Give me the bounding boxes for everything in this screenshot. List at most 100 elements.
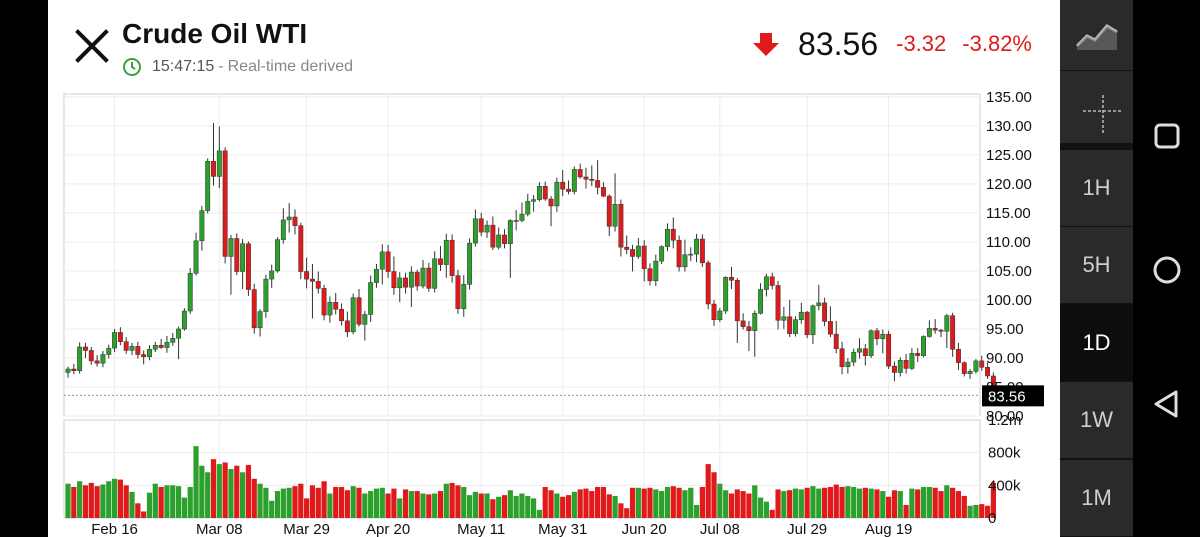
volume-bar	[886, 496, 892, 518]
volume-bar	[228, 469, 234, 518]
candle-body	[536, 185, 542, 200]
candle-body	[589, 179, 595, 181]
volume-bar	[437, 491, 444, 518]
volume-bar	[280, 488, 286, 518]
candle-body	[112, 332, 118, 349]
candle-body	[391, 271, 397, 289]
volume-bar	[595, 486, 601, 518]
volume-bar	[938, 491, 944, 518]
volume-bar	[868, 488, 874, 518]
volume-bar	[501, 495, 508, 518]
candle-body	[548, 198, 554, 207]
volume-bar	[373, 488, 380, 518]
close-button[interactable]	[72, 26, 112, 66]
volume-bar	[466, 495, 473, 518]
candlestick-chart[interactable]: 135.00 130.00 125.00 120.00 115.00 110.00 105.…	[48, 88, 1060, 537]
candle-body	[280, 219, 286, 240]
interval-button-1h[interactable]: 1H	[1060, 150, 1133, 226]
volume-bar	[624, 508, 630, 518]
candle-body	[467, 242, 473, 285]
volume-bar	[82, 485, 89, 518]
candle-body	[403, 277, 409, 288]
candle-body	[612, 203, 618, 227]
volume-bar	[903, 504, 909, 518]
volume-bar	[309, 485, 316, 518]
candle-body	[845, 361, 851, 367]
candle-body	[886, 333, 892, 367]
price-tick-label: 115.00	[986, 205, 1031, 222]
candle-body	[560, 181, 566, 190]
candle-body	[752, 313, 758, 331]
candle-body	[513, 220, 519, 222]
circle-icon	[1153, 256, 1181, 284]
volume-bar	[699, 486, 705, 518]
candle-body	[950, 315, 956, 350]
candle-body	[967, 371, 973, 374]
home-button[interactable]	[1147, 250, 1187, 290]
volume-bar	[781, 491, 787, 518]
volume-bar	[484, 493, 490, 518]
recents-button[interactable]	[1147, 116, 1187, 156]
volume-tick-label: 400k	[988, 477, 1021, 494]
volume-bar	[158, 486, 164, 518]
candle-body	[321, 288, 327, 316]
chart-type-button[interactable]	[1060, 0, 1133, 70]
volume-bar	[734, 489, 740, 518]
volume-bar	[414, 491, 420, 518]
candle-body	[595, 180, 601, 188]
candle-body	[135, 346, 141, 355]
interval-button-1w[interactable]: 1W	[1060, 382, 1133, 458]
candle-body	[211, 161, 216, 177]
candle-body	[961, 362, 967, 374]
candle-body	[781, 316, 787, 321]
candle-body	[688, 253, 694, 256]
instrument-detail-view: Crude Oil WTI 15:47:15 - Real-time deriv…	[48, 0, 1060, 537]
price-tick-label: 125.00	[986, 147, 1032, 164]
volume-bar	[560, 496, 566, 518]
volume-bar	[798, 489, 804, 518]
volume-bar	[926, 486, 932, 518]
volume-bar	[635, 487, 641, 518]
candle-body	[630, 249, 635, 257]
candle-body	[339, 308, 344, 322]
back-button[interactable]	[1147, 384, 1187, 424]
crosshair-button[interactable]	[1060, 71, 1133, 143]
candle-body	[787, 316, 793, 334]
interval-button-5h[interactable]: 5H	[1060, 227, 1133, 303]
candle-body	[181, 310, 187, 330]
candle-body	[216, 150, 222, 177]
volume-bar	[432, 493, 438, 518]
candle-body	[397, 277, 403, 289]
interval-button-1d[interactable]: 1D	[1060, 305, 1133, 381]
volume-bar	[65, 483, 71, 518]
candle-body	[455, 275, 461, 309]
candle-body	[420, 267, 426, 287]
volume-bar	[862, 487, 868, 518]
candle-body	[350, 297, 356, 333]
volume-bar	[141, 511, 147, 518]
candle-body	[798, 311, 804, 320]
date-tick-label: Jun 20	[622, 521, 667, 537]
interval-button-1m[interactable]: 1M	[1060, 460, 1133, 536]
candle-body	[234, 238, 240, 272]
candle-body	[938, 329, 944, 332]
candle-body	[222, 150, 228, 257]
volume-bar	[525, 495, 531, 518]
volume-bar	[286, 487, 292, 518]
quote-time-line: 15:47:15 - Real-time derived	[122, 57, 353, 77]
volume-bar	[478, 493, 484, 518]
volume-bar	[577, 489, 583, 518]
candle-body	[600, 187, 606, 197]
volume-bar	[181, 497, 187, 518]
candle-body	[129, 346, 135, 351]
volume-bar	[362, 493, 368, 518]
date-tick-label: Mar 29	[283, 521, 330, 537]
volume-bar	[542, 486, 548, 518]
volume-bar	[513, 495, 519, 518]
candle-body	[519, 213, 525, 221]
volume-bar	[728, 493, 735, 518]
candle-body	[245, 243, 251, 290]
candle-body	[618, 203, 624, 248]
candle-body	[932, 328, 938, 331]
volume-bar	[461, 486, 467, 518]
